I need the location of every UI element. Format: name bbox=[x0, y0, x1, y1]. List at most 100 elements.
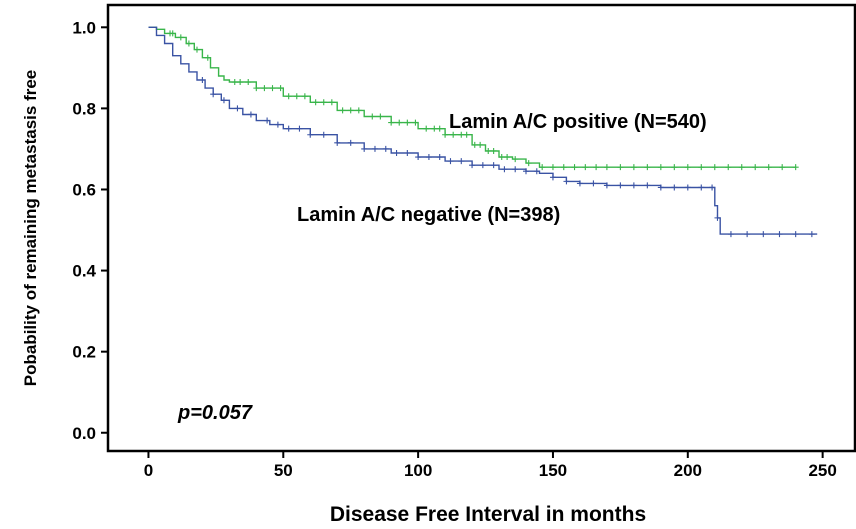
censor-mark-negative bbox=[458, 158, 465, 165]
censor-mark-negative bbox=[776, 231, 783, 238]
censor-mark-positive bbox=[752, 164, 759, 171]
censor-mark-positive bbox=[396, 119, 403, 126]
censor-mark-negative bbox=[684, 184, 691, 191]
censor-mark-positive bbox=[412, 119, 419, 126]
censor-mark-positive bbox=[355, 107, 362, 114]
censor-mark-positive bbox=[512, 156, 519, 163]
annotation-positive: Lamin A/C positive (N=540) bbox=[449, 111, 707, 133]
censor-mark-positive bbox=[312, 99, 319, 106]
y-axis-title: Pobability of remaining metastasis free bbox=[21, 70, 40, 386]
x-tick-label: 200 bbox=[674, 461, 702, 480]
censor-mark-negative bbox=[698, 184, 705, 191]
censor-mark-negative bbox=[617, 182, 624, 189]
censor-mark-positive bbox=[285, 93, 292, 100]
censor-mark-positive bbox=[293, 93, 300, 100]
censor-mark-positive bbox=[261, 85, 268, 92]
censor-mark-negative bbox=[404, 149, 411, 156]
censor-mark-positive bbox=[404, 119, 411, 126]
series-layer bbox=[148, 26, 818, 238]
plot-frame bbox=[106, 3, 856, 453]
censor-mark-negative bbox=[210, 91, 217, 98]
censor-mark-negative bbox=[199, 77, 206, 84]
censor-mark-positive bbox=[671, 164, 678, 171]
censor-mark-negative bbox=[447, 158, 454, 165]
censor-mark-positive bbox=[698, 164, 705, 171]
censor-mark-negative bbox=[792, 231, 799, 238]
censor-mark-positive bbox=[644, 164, 651, 171]
censor-mark-negative bbox=[549, 174, 556, 181]
censor-mark-negative bbox=[590, 180, 597, 187]
censor-mark-negative bbox=[522, 168, 529, 175]
censor-mark-negative bbox=[533, 168, 540, 175]
censor-mark-negative bbox=[371, 145, 378, 152]
censor-mark-negative bbox=[264, 117, 271, 124]
censor-mark-positive bbox=[169, 30, 176, 37]
censor-mark-positive bbox=[630, 164, 637, 171]
censor-mark-positive bbox=[684, 164, 691, 171]
p-value-label: p=0.057 bbox=[177, 402, 253, 424]
censor-mark-negative bbox=[512, 166, 519, 173]
censor-mark-negative bbox=[347, 139, 354, 146]
censor-mark-negative bbox=[361, 145, 368, 152]
censor-mark-negative bbox=[320, 131, 327, 138]
censor-mark-positive bbox=[498, 154, 505, 161]
censor-mark-negative bbox=[469, 162, 476, 169]
censor-mark-negative bbox=[436, 154, 443, 161]
censor-mark-positive bbox=[277, 85, 284, 92]
censor-mark-positive bbox=[436, 125, 443, 132]
y-tick-label: 0.6 bbox=[72, 180, 96, 199]
y-tick-label: 0.2 bbox=[72, 343, 96, 362]
censor-mark-positive bbox=[471, 141, 478, 148]
censor-mark-negative bbox=[285, 125, 292, 132]
censor-mark-negative bbox=[603, 182, 610, 189]
censor-mark-positive bbox=[490, 147, 497, 154]
censor-mark-negative bbox=[709, 184, 716, 191]
censor-mark-positive bbox=[253, 85, 260, 92]
censor-mark-negative bbox=[334, 139, 341, 146]
censor-mark-positive bbox=[442, 131, 449, 138]
censor-mark-negative bbox=[234, 105, 241, 112]
censor-mark-positive bbox=[571, 164, 578, 171]
censor-mark-positive bbox=[657, 164, 664, 171]
censor-mark-positive bbox=[504, 154, 511, 161]
censor-mark-positive bbox=[593, 164, 600, 171]
censor-mark-positive bbox=[369, 113, 376, 120]
censor-mark-negative bbox=[382, 145, 389, 152]
censor-mark-positive bbox=[560, 164, 567, 171]
censor-mark-positive bbox=[779, 164, 786, 171]
x-tick-label: 250 bbox=[808, 461, 836, 480]
censor-mark-negative bbox=[630, 182, 637, 189]
censor-mark-negative bbox=[247, 111, 254, 118]
censor-mark-negative bbox=[714, 214, 721, 221]
censor-mark-positive bbox=[450, 131, 457, 138]
censor-mark-positive bbox=[477, 141, 484, 148]
censor-mark-positive bbox=[431, 125, 438, 132]
axis-ticks: 0 50 100 150 200 250 0.0 0.2 0.4 0.6 0.8 1.0 bbox=[72, 18, 836, 480]
censor-mark-negative bbox=[644, 182, 651, 189]
censor-mark-negative bbox=[393, 149, 400, 156]
censor-mark-positive bbox=[231, 79, 238, 86]
censor-mark-positive bbox=[423, 125, 430, 132]
censor-mark-positive bbox=[458, 131, 465, 138]
censor-mark-positive bbox=[525, 160, 532, 167]
censor-mark-positive bbox=[328, 99, 335, 106]
censor-mark-positive bbox=[603, 164, 610, 171]
censor-mark-negative bbox=[220, 97, 227, 104]
censor-mark-positive bbox=[539, 164, 546, 171]
censor-mark-positive bbox=[269, 85, 276, 92]
censor-mark-positive bbox=[617, 164, 624, 171]
x-axis-title: Disease Free Interval in months bbox=[330, 503, 646, 526]
censor-mark-negative bbox=[727, 231, 734, 238]
x-tick-label: 50 bbox=[274, 461, 293, 480]
censor-mark-positive bbox=[792, 164, 799, 171]
censor-mark-positive bbox=[738, 164, 745, 171]
censor-mark-positive bbox=[204, 54, 211, 61]
censor-mark-negative bbox=[576, 180, 583, 187]
censor-mark-positive bbox=[549, 164, 556, 171]
censor-mark-positive bbox=[347, 107, 354, 114]
censor-mark-negative bbox=[744, 231, 751, 238]
censor-mark-positive bbox=[301, 93, 308, 100]
y-tick-label: 0.0 bbox=[72, 424, 96, 443]
censor-mark-negative bbox=[671, 184, 678, 191]
